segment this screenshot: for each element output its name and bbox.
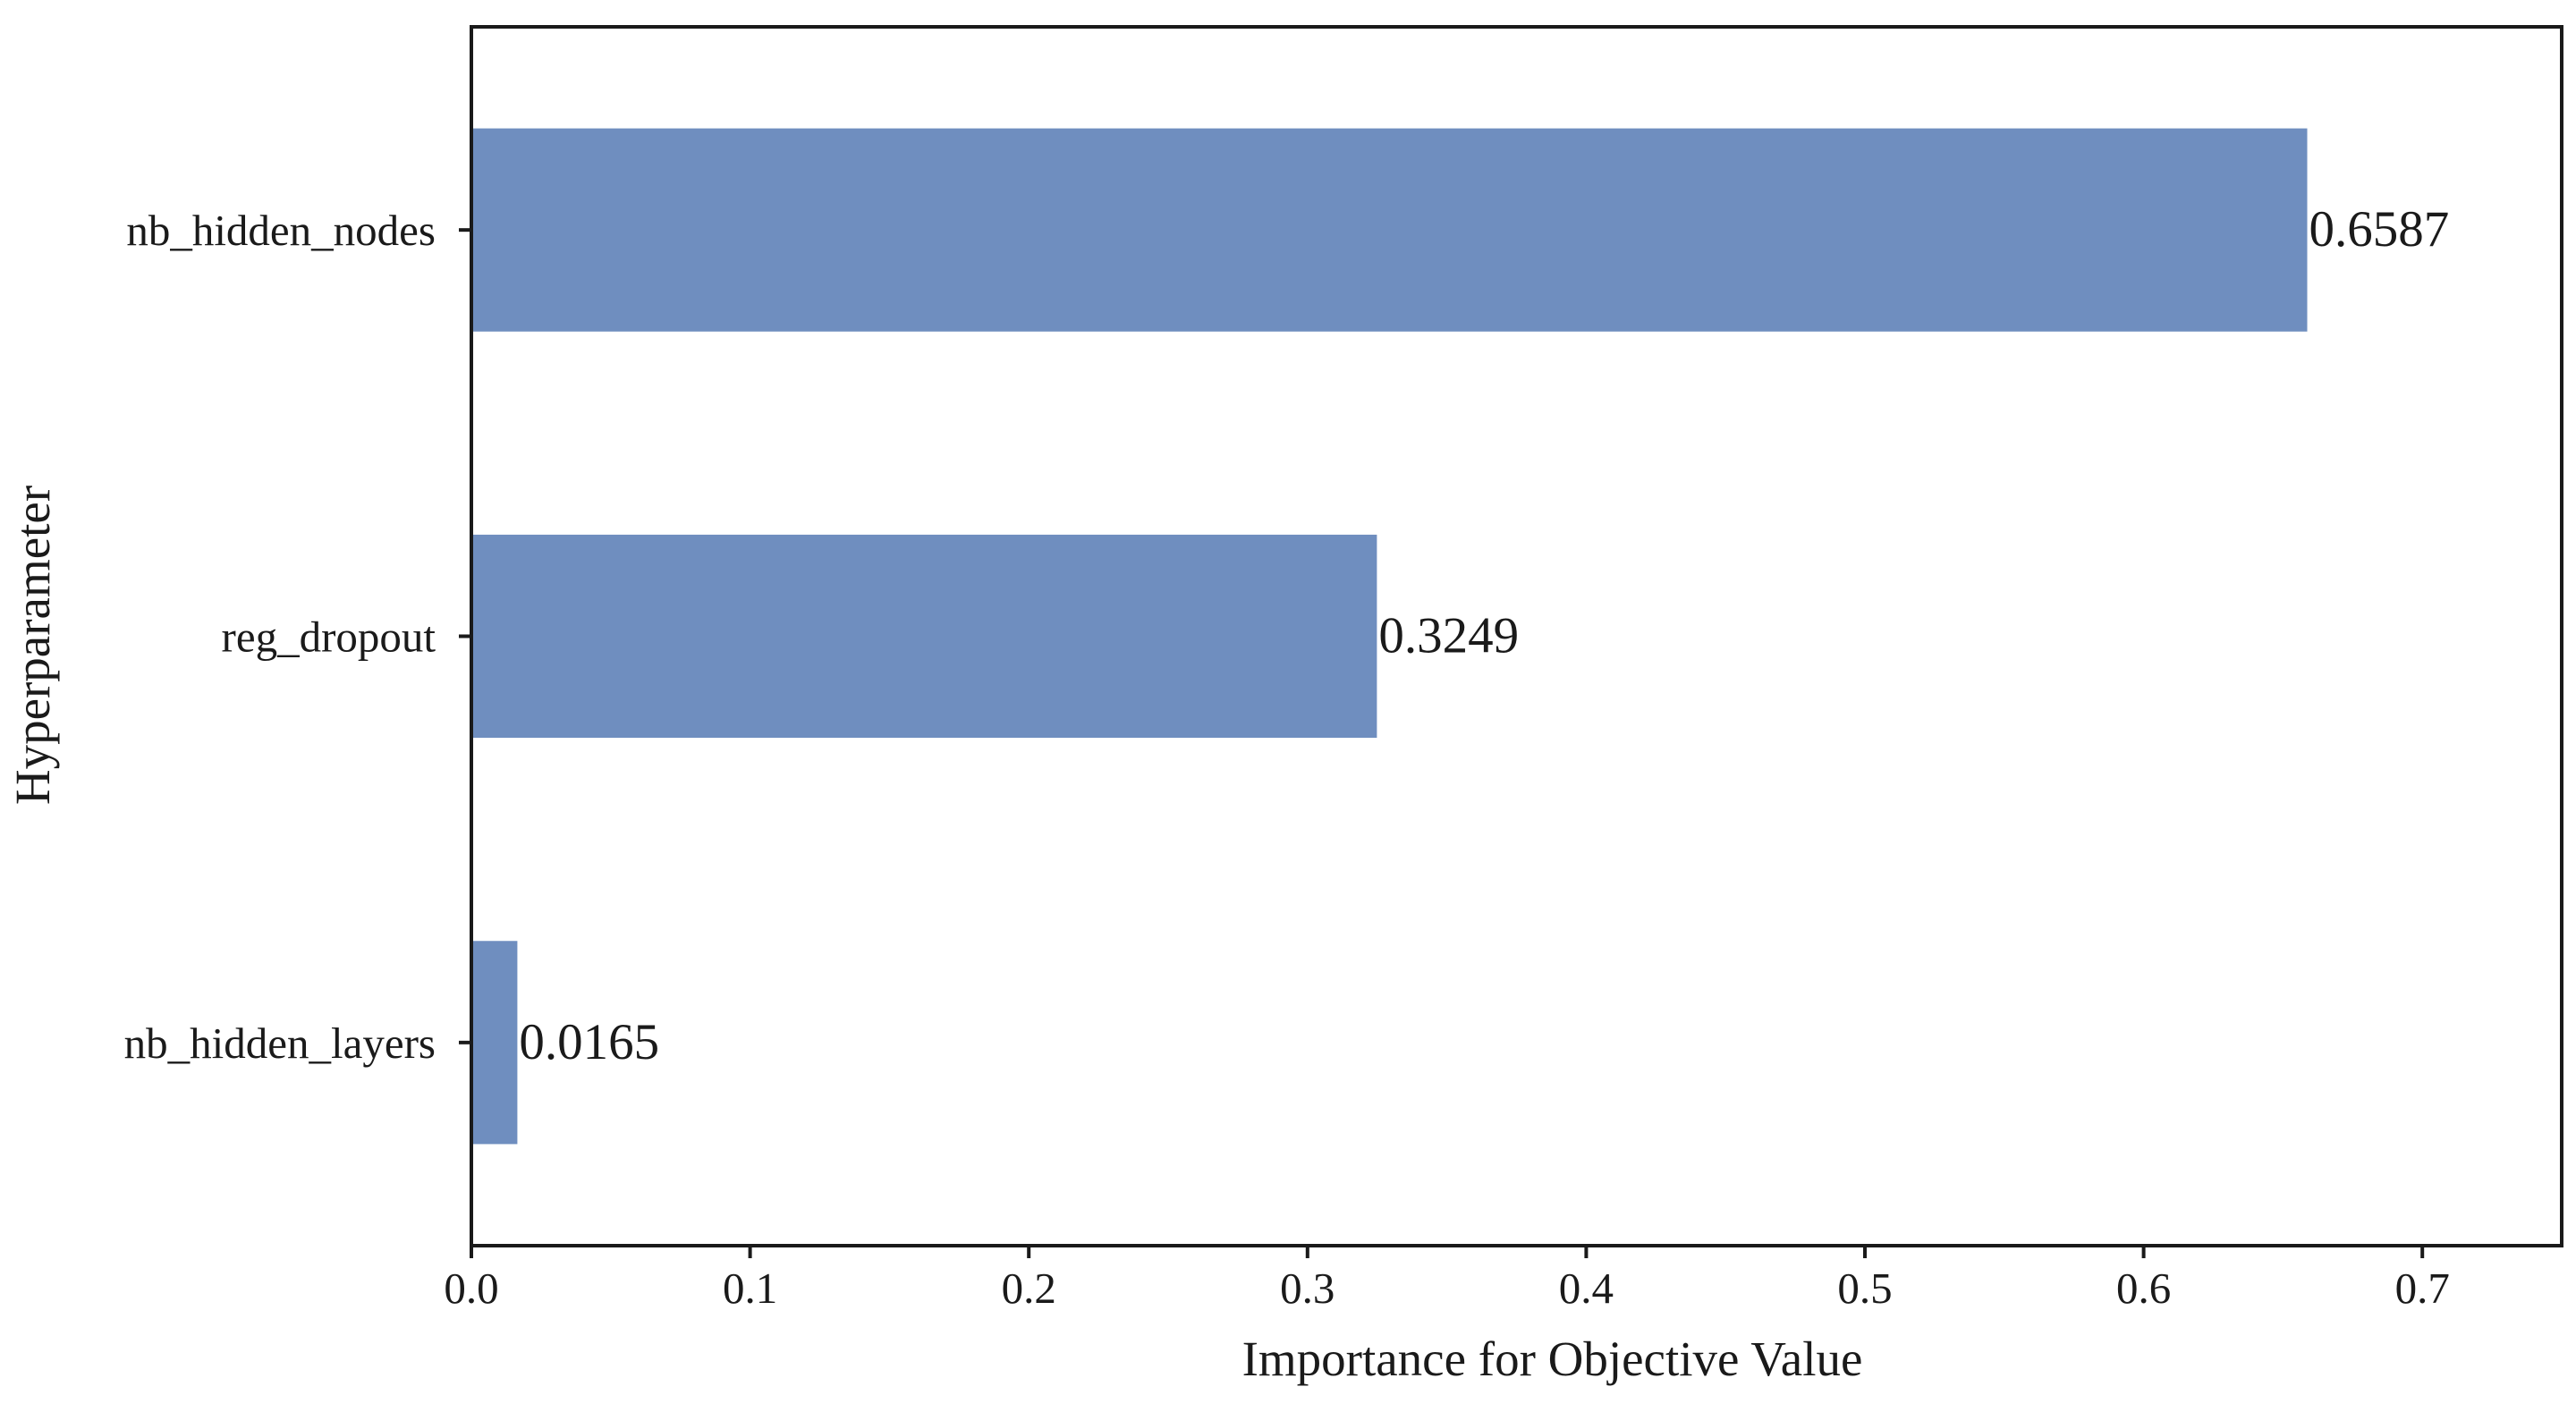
y-axis-ticks: nb_hidden_nodes reg_dropout nb_hidden_laye… bbox=[124, 206, 471, 1068]
y-tick-label: nb_hidden_nodes bbox=[126, 206, 436, 255]
x-axis-title: Importance for Objective Value bbox=[1242, 1332, 1863, 1386]
bar-value-labels: 0.6587 0.3249 0.0165 bbox=[519, 201, 2449, 1070]
bar-value-label: 0.3249 bbox=[1378, 608, 1519, 664]
bar-value-label: 0.6587 bbox=[2309, 201, 2450, 258]
bar-reg_dropout bbox=[471, 534, 1377, 739]
x-tick-label: 0.4 bbox=[1559, 1264, 1614, 1313]
bar-nb_hidden_layers bbox=[471, 941, 518, 1145]
x-tick-label: 0.7 bbox=[2395, 1264, 2450, 1313]
bar-value-label: 0.0165 bbox=[519, 1014, 659, 1070]
x-tick-label: 0.1 bbox=[723, 1264, 777, 1313]
y-tick-label: reg_dropout bbox=[222, 613, 436, 662]
y-axis-title: Hyperparameter bbox=[5, 486, 60, 805]
x-tick-label: 0.2 bbox=[1002, 1264, 1056, 1313]
bars-group bbox=[471, 128, 2308, 1145]
bar-nb_hidden_nodes bbox=[471, 128, 2308, 332]
x-tick-label: 0.0 bbox=[444, 1264, 498, 1313]
x-axis-ticks: 0.0 0.1 0.2 0.3 0.4 0.5 0.6 0.7 bbox=[444, 1246, 2450, 1313]
y-tick-label: nb_hidden_layers bbox=[124, 1019, 436, 1068]
x-tick-label: 0.5 bbox=[1837, 1264, 1892, 1313]
x-tick-label: 0.3 bbox=[1280, 1264, 1335, 1313]
x-tick-label: 0.6 bbox=[2116, 1264, 2171, 1313]
